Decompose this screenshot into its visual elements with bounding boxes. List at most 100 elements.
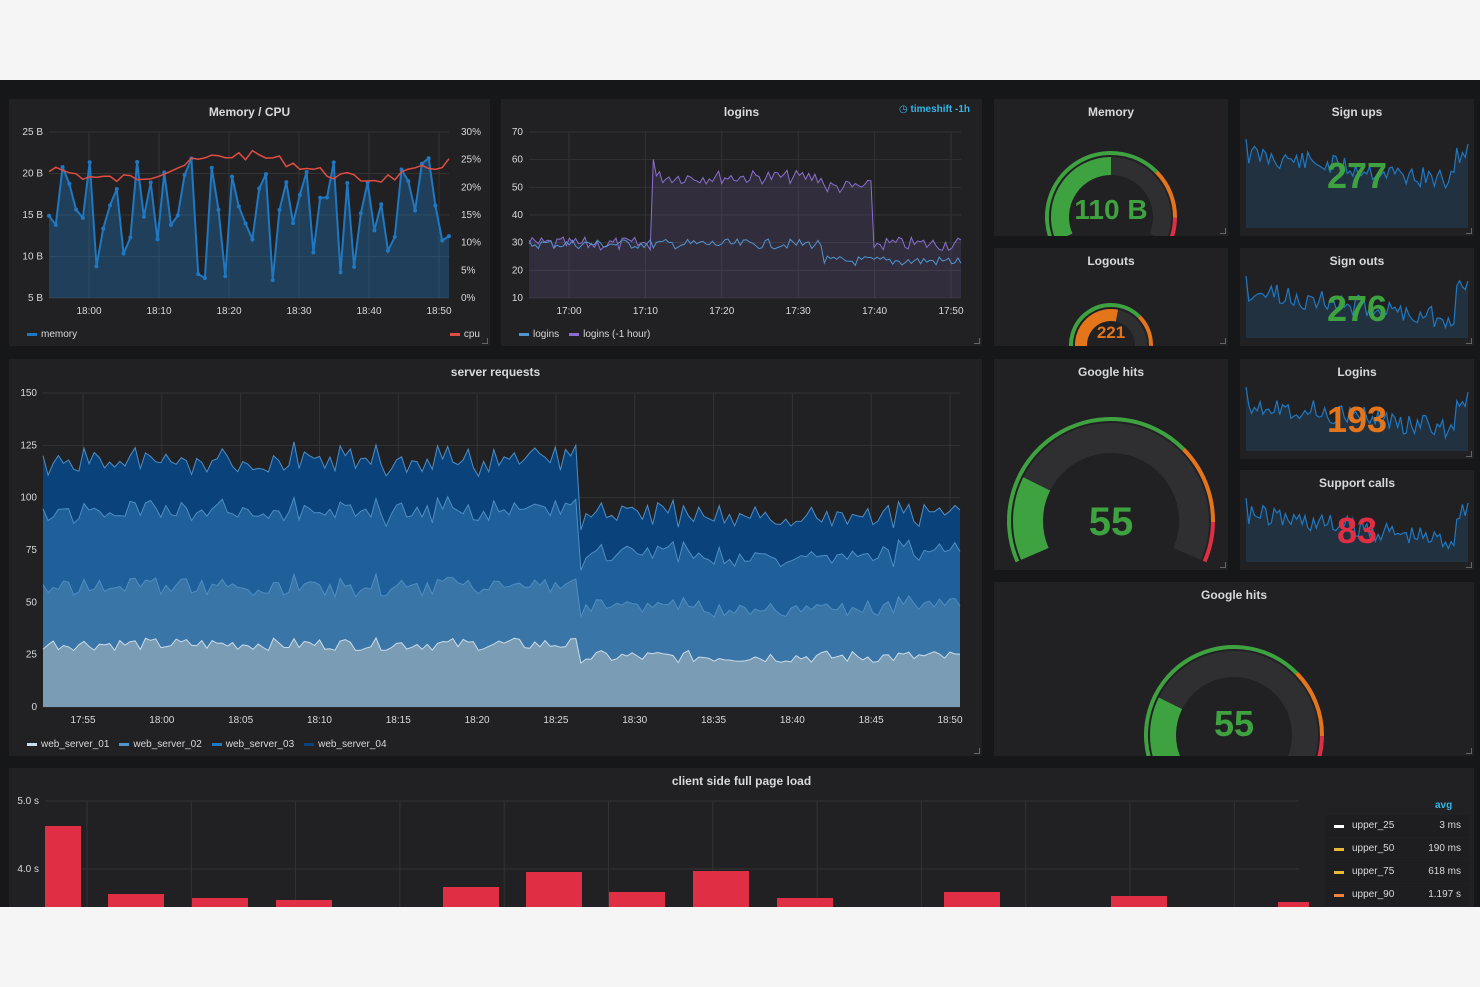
resize-handle[interactable] (1220, 338, 1226, 344)
legend-item-upper-75[interactable]: upper_75 618 ms (1325, 861, 1469, 883)
google-hits-value-1: 55 (1088, 500, 1134, 544)
memory-point (223, 274, 228, 279)
x-tick-label: 18:10 (146, 306, 171, 317)
sign-ups-panel[interactable]: Sign ups 277 (1240, 99, 1474, 236)
google-hits-gauge-panel-1[interactable]: Google hits 55 (994, 359, 1228, 570)
sparkline-area (1246, 387, 1468, 451)
legend-item-web-server-01[interactable]: web_server_01 (27, 739, 109, 750)
resize-handle[interactable] (482, 338, 488, 344)
legend-item-upper-90[interactable]: upper_90 1.197 s (1325, 884, 1469, 906)
gauge-threshold-orange (1155, 170, 1177, 218)
resize-handle[interactable] (1466, 228, 1472, 234)
x-tick-label: 17:20 (709, 306, 734, 317)
y-tick-label: 20 B (22, 169, 43, 180)
logouts-gauge (1069, 303, 1153, 346)
gauge-threshold-red (1317, 736, 1324, 756)
gauge-threshold-green (1144, 645, 1299, 756)
sparkline-area (1246, 139, 1468, 228)
memory-point (440, 238, 445, 243)
web-server-01-line (42, 636, 961, 664)
support-calls-panel[interactable]: Support calls 83 (1240, 470, 1474, 570)
resize-handle[interactable] (974, 338, 980, 344)
y-right-tick-label: 20% (461, 182, 481, 193)
y-right-tick-label: 30% (461, 127, 481, 138)
google-hits-value-2: 55 (1213, 703, 1255, 744)
server-requests-graph[interactable]: 150 125 100 75 50 25 0 17:55 18:00 18:05 18:10 18:1… (9, 359, 982, 756)
server-requests-panel[interactable]: server requests 150 125 100 75 50 25 0 17:55 18:… (9, 359, 982, 756)
x-tick-label: 17:10 (633, 306, 658, 317)
panel-title: logins (723, 105, 760, 119)
legend-item-web-server-02[interactable]: web_server_02 (119, 739, 202, 750)
x-tick-label: 18:00 (149, 715, 174, 726)
memory-point (74, 207, 79, 212)
memory-point (257, 186, 262, 191)
legend-header-avg[interactable]: avg (1435, 800, 1453, 811)
sign-outs-panel[interactable]: Sign outs 276 (1240, 248, 1474, 346)
memory-point (202, 276, 207, 281)
resize-handle[interactable] (1220, 562, 1226, 568)
legend-item-upper-25[interactable]: upper_25 3 ms (1325, 815, 1469, 837)
legend-item-web-server-04[interactable]: web_server_04 (304, 739, 387, 750)
memory-point (250, 237, 255, 242)
panel-title: client side full page load (671, 774, 812, 788)
page-load-bar (526, 872, 582, 907)
resize-handle[interactable] (1466, 451, 1472, 457)
memory-point (60, 165, 65, 170)
legend-item-cpu[interactable]: cpu (449, 329, 480, 340)
support-calls-sparkline (1245, 497, 1469, 562)
web-server-03-line (42, 495, 961, 571)
memory-point (236, 204, 241, 209)
y-tick-label: 60 (512, 155, 524, 166)
memory-point (433, 203, 438, 208)
x-tick-label: 18:25 (543, 715, 568, 726)
legend-value: 3 ms (1439, 820, 1461, 831)
clock-icon: ◷ (899, 104, 908, 115)
resize-handle[interactable] (1466, 748, 1472, 754)
y-tick-label: 125 (20, 440, 37, 451)
memory-point (352, 264, 357, 269)
y-tick-label: 10 B (22, 252, 43, 263)
logouts-gauge-panel[interactable]: Logouts 221 (994, 248, 1228, 346)
memory-point (196, 272, 201, 277)
memory-cpu-graph[interactable]: 25 B 20 B 15 B 10 B 5 B 18:00 18:10 18:20 18:30 1… (9, 99, 490, 346)
logins-panel[interactable]: logins ◷ timeshift -1h 70 60 50 40 30 20 10 17:… (501, 99, 982, 346)
legend-item-upper-50[interactable]: upper_50 190 ms (1325, 838, 1469, 860)
page-load-graph[interactable]: 5.0 s 4.0 s (9, 768, 1309, 907)
resize-handle[interactable] (974, 748, 980, 754)
page-load-panel[interactable]: client side full page load 5.0 s 4.0 s av… (9, 768, 1474, 907)
legend-item-logins[interactable]: logins (519, 329, 559, 340)
sign-ups-value: 277 (1326, 155, 1388, 196)
x-tick-label: 17:40 (862, 306, 887, 317)
x-tick-label: 18:30 (622, 715, 647, 726)
logins-1h-area (529, 159, 961, 298)
page-load-bar (192, 898, 248, 907)
logins-graph[interactable]: 70 60 50 40 30 20 10 17:00 17:10 17:20 17:30 17:40 1… (501, 99, 982, 346)
memory-point (358, 211, 363, 216)
x-tick-label: 18:20 (465, 715, 490, 726)
legend-item-logins-1h[interactable]: logins (-1 hour) (569, 329, 650, 340)
legend-item-web-server-03[interactable]: web_server_03 (211, 739, 294, 750)
memory-point (135, 159, 140, 164)
gauge-value-arc (1051, 157, 1112, 236)
y-right-tick-label: 15% (461, 210, 481, 221)
resize-handle[interactable] (1466, 338, 1472, 344)
page-load-bar (1111, 896, 1167, 907)
resize-handle[interactable] (1466, 562, 1472, 568)
memory-cpu-panel[interactable]: Memory / CPU 25 B 20 B 15 B 10 B 5 B 18:00 18:… (9, 99, 490, 346)
resize-handle[interactable] (1220, 228, 1226, 234)
memory-gauge-panel[interactable]: Memory 110 B (994, 99, 1228, 236)
gauge-threshold-orange (1182, 447, 1215, 523)
gauge-threshold-orange (1137, 315, 1153, 346)
legend-value: 618 ms (1428, 866, 1461, 877)
y-tick-label: 4.0 s (17, 864, 39, 875)
memory-point (447, 234, 451, 239)
logins-stat-panel[interactable]: Logins 193 (1240, 359, 1474, 459)
x-tick-label: 18:00 (76, 306, 101, 317)
memory-point (385, 248, 390, 253)
memory-point (141, 214, 146, 219)
y-tick-label: 25 B (22, 127, 43, 138)
google-hits-gauge-panel-2[interactable]: Google hits 55 (994, 582, 1474, 756)
legend-item-memory[interactable]: memory (27, 329, 77, 340)
memory-point (47, 213, 51, 218)
memory-area (49, 158, 449, 298)
